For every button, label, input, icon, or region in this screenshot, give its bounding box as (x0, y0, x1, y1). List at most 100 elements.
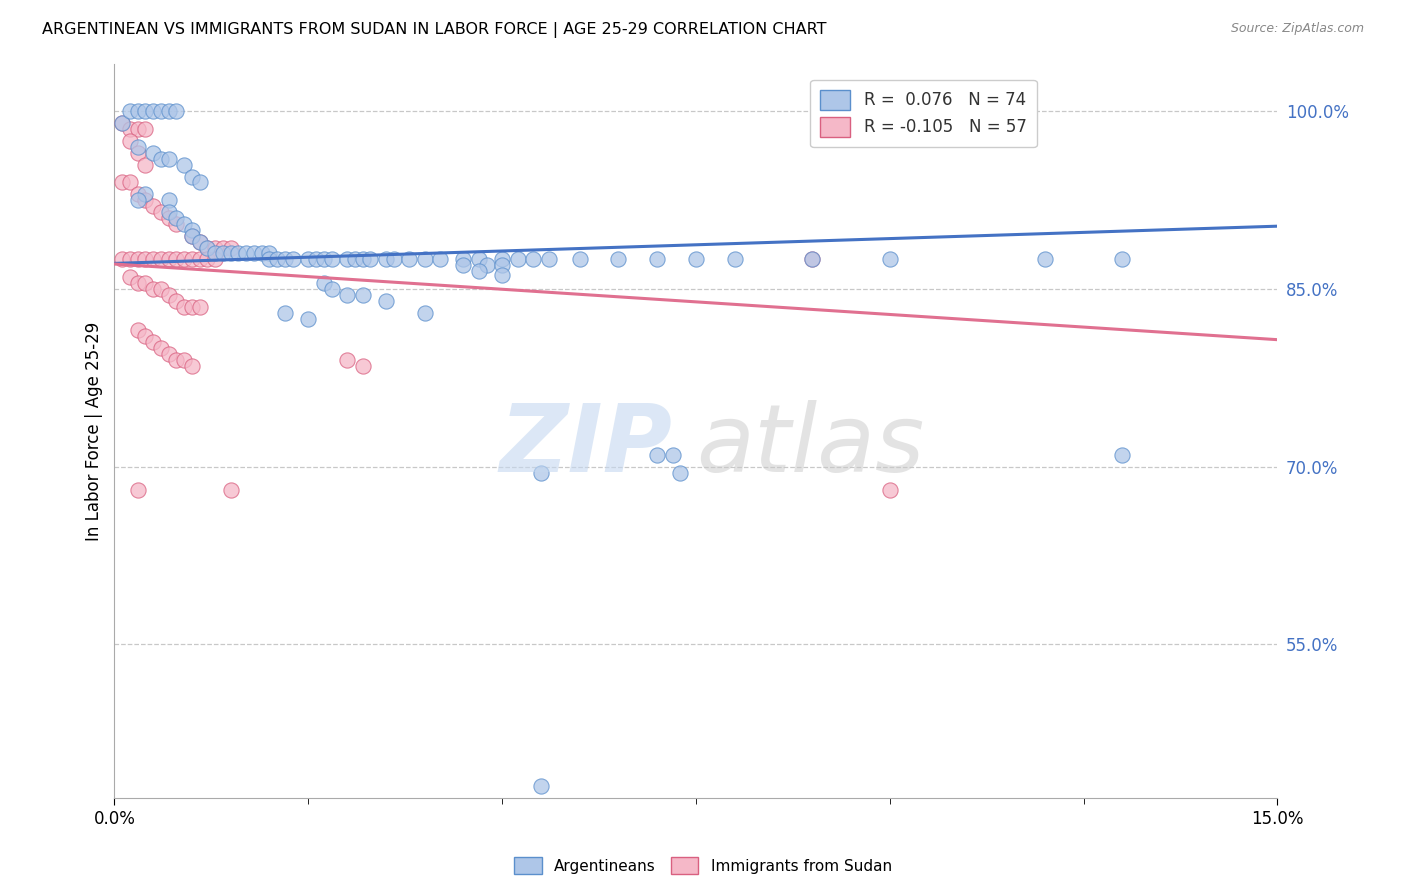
Point (413, 306, 436, 320)
Point (181, 223, 204, 237)
Point (243, 246, 266, 260)
Point (157, 205, 180, 219)
Point (142, 252, 165, 267)
Point (475, 258, 498, 272)
Point (181, 228, 204, 243)
Text: Source: ZipAtlas.com: Source: ZipAtlas.com (1230, 22, 1364, 36)
Point (312, 276, 335, 290)
Point (127, 193, 149, 207)
Point (134, 329, 156, 343)
Point (568, 252, 591, 267)
Point (607, 252, 630, 267)
Point (879, 483, 901, 498)
Point (157, 152, 180, 166)
Point (1111, 448, 1133, 462)
Point (127, 483, 149, 498)
Point (173, 158, 195, 172)
Point (661, 448, 683, 462)
Point (149, 104, 172, 119)
Point (197, 241, 219, 255)
Point (118, 252, 141, 267)
Point (157, 193, 180, 207)
Point (127, 187, 149, 202)
Point (197, 241, 219, 255)
Point (188, 176, 211, 190)
Point (374, 293, 396, 308)
Point (181, 252, 204, 267)
Point (149, 282, 172, 296)
Point (181, 228, 204, 243)
Point (336, 353, 359, 368)
Point (274, 252, 297, 267)
Point (801, 252, 824, 267)
Point (118, 104, 141, 119)
Point (468, 252, 491, 267)
Point (336, 288, 359, 302)
Point (127, 122, 149, 136)
Point (157, 252, 180, 267)
Point (382, 252, 405, 267)
Point (188, 252, 211, 267)
Point (685, 252, 707, 267)
Point (134, 276, 156, 290)
Point (259, 246, 281, 260)
Point (181, 300, 204, 314)
Point (879, 252, 901, 267)
Point (197, 252, 219, 267)
Point (134, 193, 156, 207)
Point (250, 246, 273, 260)
Point (118, 134, 141, 148)
Point (111, 116, 134, 130)
Legend: Argentineans, Immigrants from Sudan: Argentineans, Immigrants from Sudan (508, 851, 898, 880)
Point (491, 252, 513, 267)
Text: atlas: atlas (696, 401, 924, 491)
Point (127, 276, 149, 290)
Point (111, 176, 134, 190)
Point (343, 252, 366, 267)
Point (118, 122, 141, 136)
Point (1033, 252, 1056, 267)
Point (645, 448, 668, 462)
Point (374, 252, 396, 267)
Point (204, 241, 226, 255)
Point (219, 246, 242, 260)
Point (127, 323, 149, 337)
Point (669, 466, 692, 480)
Point (134, 158, 156, 172)
Point (297, 311, 319, 326)
Point (801, 252, 824, 267)
Point (188, 235, 211, 249)
Point (259, 252, 281, 267)
Point (188, 300, 211, 314)
Point (321, 252, 343, 267)
Point (127, 104, 149, 119)
Point (165, 252, 187, 267)
Point (352, 252, 374, 267)
Point (266, 252, 288, 267)
Point (491, 268, 513, 282)
Point (297, 252, 319, 267)
Point (142, 335, 165, 350)
Text: ZIP: ZIP (499, 400, 672, 491)
Point (468, 264, 491, 278)
Point (336, 252, 359, 267)
Point (165, 104, 187, 119)
Point (352, 359, 374, 373)
Point (173, 252, 195, 267)
Point (173, 300, 195, 314)
Point (398, 252, 420, 267)
Point (1111, 252, 1133, 267)
Point (305, 252, 328, 267)
Point (429, 252, 451, 267)
Point (165, 353, 187, 368)
Y-axis label: In Labor Force | Age 25-29: In Labor Force | Age 25-29 (86, 321, 103, 541)
Point (312, 252, 335, 267)
Point (149, 341, 172, 355)
Point (165, 293, 187, 308)
Point (149, 152, 172, 166)
Point (522, 252, 544, 267)
Point (149, 205, 172, 219)
Legend: R =  0.076   N = 74, R = -0.105   N = 57: R = 0.076 N = 74, R = -0.105 N = 57 (810, 79, 1036, 147)
Point (188, 235, 211, 249)
Point (413, 252, 436, 267)
